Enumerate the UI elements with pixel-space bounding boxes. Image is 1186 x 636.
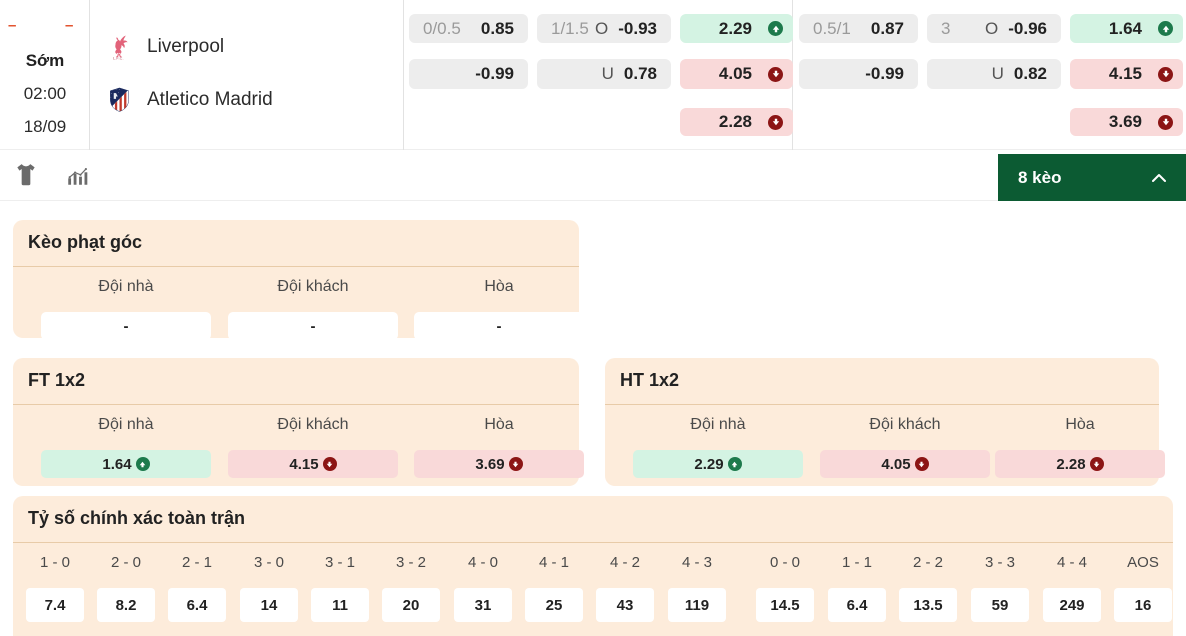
svg-text:L.F.C.: L.F.C. xyxy=(113,57,124,61)
